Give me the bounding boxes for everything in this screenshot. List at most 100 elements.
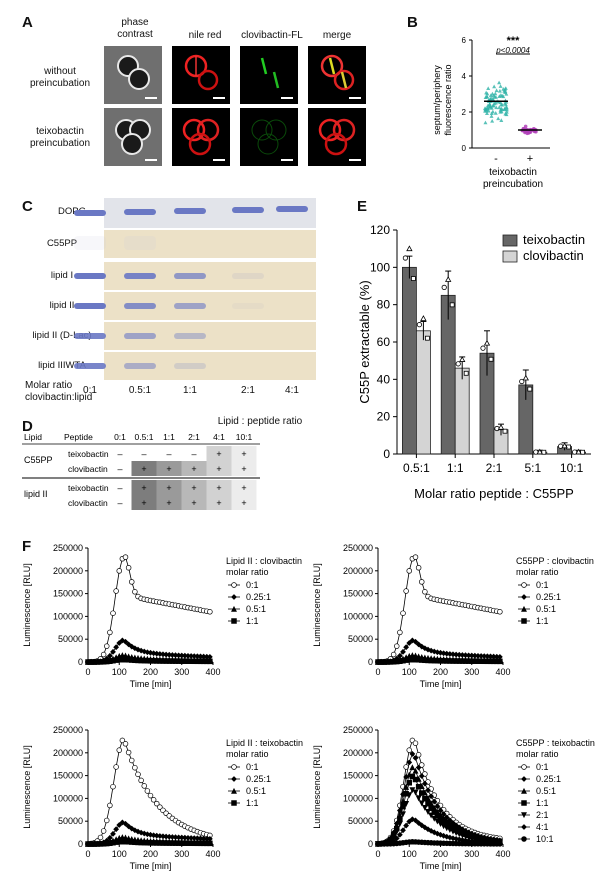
- b-data-point: [490, 118, 495, 123]
- f-data-point: [231, 776, 237, 782]
- f-data-point: [116, 568, 122, 574]
- f-data-point: [132, 589, 138, 595]
- f-data-point: [431, 815, 438, 822]
- b-data-point: [484, 111, 489, 115]
- f-data-point: [403, 822, 410, 829]
- gel-ratio-label: 0.5:1: [128, 385, 152, 396]
- f-data-point: [110, 648, 116, 655]
- f-data-point: [154, 800, 160, 807]
- f-data-point: [128, 757, 135, 764]
- f-data-point: [122, 638, 129, 645]
- f-legend-label: 4:1: [536, 822, 549, 832]
- f-data-point: [409, 773, 416, 780]
- panel-f-chart-3: 0 50000 100000 150000 200000 250000 0 100 200 300…: [22, 725, 303, 871]
- f-data-point: [150, 797, 157, 803]
- d-peptide-label: clovibactin: [68, 464, 108, 474]
- gel-row-label: lipid II (D-Lac): [32, 330, 92, 341]
- b-data-point: [504, 109, 509, 114]
- d-cell-shade: [206, 461, 232, 476]
- f-data-point: [521, 618, 527, 624]
- b-ytick-label: 0: [462, 144, 467, 153]
- f-data-point: [113, 588, 119, 594]
- f-legend-label: 2:1: [536, 810, 549, 820]
- panel-b-chart: septum/periphery fluorescence ratio 0 2 4 6…: [432, 35, 550, 190]
- b-data-point: [499, 102, 504, 107]
- f-data-point: [396, 821, 403, 828]
- f-legend-label: 10:1: [536, 834, 554, 844]
- e-replicate: [566, 444, 572, 450]
- f-legend-title: C55PP : teixobactin: [516, 738, 595, 748]
- gel-row-label: lipid II: [49, 300, 75, 311]
- d-cell-shade: [131, 495, 157, 510]
- e-xtick-label: 5:1: [524, 461, 541, 475]
- gel-lane-row: [74, 198, 316, 228]
- f-data-point: [415, 752, 422, 758]
- f-data-point: [138, 777, 144, 784]
- f-xtick-label: 0: [85, 849, 90, 859]
- micrograph-nile-red-2: [172, 108, 230, 166]
- b-data-point: [534, 130, 538, 134]
- f-data-point: [415, 783, 422, 790]
- e-ytick-label: 0: [383, 447, 390, 461]
- f-data-point: [406, 759, 413, 766]
- f-data-point: [434, 803, 441, 810]
- e-replicate: [483, 339, 491, 346]
- f-ytick-label: 250000: [53, 543, 83, 553]
- f-data-point: [141, 783, 147, 789]
- f-data-point: [116, 747, 122, 753]
- f-ytick-label: 200000: [343, 566, 373, 576]
- f-ylabel: Luminescence [RLU]: [312, 563, 322, 647]
- f-data-point: [421, 804, 428, 811]
- f-data-point: [422, 795, 428, 802]
- f-ytick-label: 50000: [58, 634, 83, 644]
- e-xtick-label: 2:1: [486, 461, 503, 475]
- d-cell: +: [141, 464, 146, 474]
- gel-band: [74, 363, 106, 369]
- f-data-point: [116, 640, 123, 646]
- f-ytick-label: 0: [368, 657, 373, 667]
- b-data-point: [502, 88, 507, 93]
- e-replicate: [536, 448, 543, 455]
- panel-b-label: B: [407, 14, 418, 31]
- d-cell-shade: [206, 446, 232, 461]
- f-data-point: [431, 648, 438, 655]
- b-xlabel-1: teixobactin: [489, 167, 537, 178]
- f-ytick-label: 150000: [343, 589, 373, 599]
- f-xlabel: Time [min]: [130, 861, 172, 871]
- f-xtick-label: 200: [433, 667, 448, 677]
- b-xlabel-2: preincubation: [483, 179, 543, 190]
- b-data-point: [487, 101, 492, 106]
- gel-band: [124, 303, 156, 309]
- gel-band: [232, 303, 264, 309]
- gel-band: [232, 207, 264, 213]
- f-ytick-label: 150000: [53, 589, 83, 599]
- gel-lane-row: [74, 230, 316, 258]
- gel-band: [174, 363, 206, 369]
- f-data-point: [113, 644, 120, 651]
- f-data-point: [437, 831, 444, 838]
- f-data-point: [144, 788, 151, 794]
- d-cell: +: [241, 449, 246, 459]
- e-ytick-label: 60: [377, 335, 391, 349]
- f-data-point: [415, 764, 422, 771]
- b-ytick-label: 4: [462, 72, 467, 81]
- e-replicate: [502, 428, 508, 434]
- b-data-point: [494, 88, 499, 93]
- f-data-point: [412, 554, 419, 560]
- f-legend-title: Lipid II : clovibactin: [226, 556, 302, 566]
- e-ytick-label: 80: [377, 298, 391, 312]
- f-data-point: [418, 800, 425, 807]
- e-replicate: [575, 448, 582, 455]
- d-cell: +: [191, 498, 196, 508]
- panel-a-label: A: [22, 14, 33, 31]
- panel-c-label: C: [22, 198, 33, 215]
- d-cell: –: [191, 449, 196, 459]
- f-legend-title: Lipid II : teixobactin: [226, 738, 303, 748]
- f-ytick-label: 200000: [53, 748, 83, 758]
- d-cell: +: [166, 464, 171, 474]
- f-legend-title: molar ratio: [516, 749, 559, 759]
- f-data-point: [103, 817, 110, 824]
- f-data-point: [100, 828, 107, 834]
- gel-band: [124, 333, 156, 339]
- f-data-point: [415, 820, 422, 826]
